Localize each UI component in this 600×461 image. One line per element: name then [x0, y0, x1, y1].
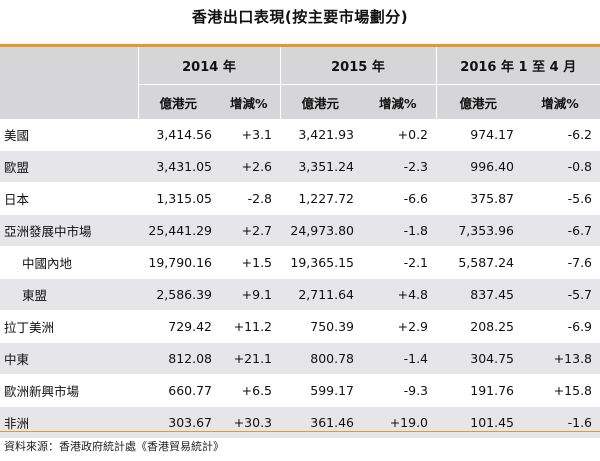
change-2015: +2.9: [360, 310, 436, 343]
market-name: 美國: [0, 119, 138, 151]
change-2014: +30.3: [218, 406, 280, 439]
change-2016: -5.7: [520, 278, 600, 311]
change-2014: +6.5: [218, 374, 280, 407]
sub-header-row: 億港元 增減% 億港元 增減% 億港元 增減%: [0, 84, 600, 119]
table-row: 非洲 303.67 +30.3 361.46 +19.0 101.45 -1.6: [0, 406, 600, 439]
change-2014: +9.1: [218, 278, 280, 311]
value-2015: 361.46: [280, 406, 360, 439]
value-2015: 800.78: [280, 342, 360, 375]
value-2016: 837.45: [436, 278, 520, 311]
year-header-2015: 2015 年: [279, 47, 436, 85]
top-accent-line: [0, 44, 600, 47]
table-row: 拉丁美洲 729.42 +11.2 750.39 +2.9 208.25 -6.9: [0, 310, 600, 343]
market-name: 非洲: [0, 406, 138, 439]
value-2016: 191.76: [436, 374, 520, 407]
change-2016: -6.9: [520, 310, 600, 343]
value-2014: 3,431.05: [138, 150, 218, 183]
market-name: 亞洲發展中市場: [0, 214, 138, 247]
value-2015: 3,351.24: [280, 150, 360, 183]
subheader-change-2016: 增減%: [520, 84, 600, 119]
change-2014: +3.1: [218, 119, 280, 151]
table-row: 東盟 2,586.39 +9.1 2,711.64 +4.8 837.45 -5.7: [0, 278, 600, 311]
market-name: 東盟: [0, 278, 138, 311]
change-2014: +11.2: [218, 310, 280, 343]
change-2014: +21.1: [218, 342, 280, 375]
subheader-value-2016: 億港元: [435, 84, 520, 119]
change-2015: -1.8: [360, 214, 436, 247]
value-2016: 375.87: [436, 182, 520, 215]
table-row: 中國內地 19,790.16 +1.5 19,365.15 -2.1 5,587.24 -7…: [0, 246, 600, 279]
year-header-2014: 2014 年: [137, 47, 280, 85]
value-2014: 660.77: [138, 374, 218, 407]
table-row: 中東 812.08 +21.1 800.78 -1.4 304.75 +13.8: [0, 342, 600, 375]
subheader-change-2015: 增減%: [360, 84, 436, 119]
value-2015: 19,365.15: [280, 246, 360, 279]
value-2014: 2,586.39: [138, 278, 218, 311]
change-2015: -2.3: [360, 150, 436, 183]
change-2014: +2.7: [218, 214, 280, 247]
market-name: 中東: [0, 342, 138, 375]
change-2015: -6.6: [360, 182, 436, 215]
change-2015: -9.3: [360, 374, 436, 407]
table-row: 亞洲發展中市場 25,441.29 +2.7 24,973.80 -1.8 7,353.9…: [0, 214, 600, 247]
change-2016: -5.6: [520, 182, 600, 215]
change-2015: -2.1: [360, 246, 436, 279]
value-2014: 812.08: [138, 342, 218, 375]
change-2014: +1.5: [218, 246, 280, 279]
table-body: 美國 3,414.56 +3.1 3,421.93 +0.2 974.17 -6.2 歐盟 3,…: [0, 119, 600, 439]
export-table: 2014 年 2015 年 2016 年 1 至 4 月 億港元 增減% 億港元…: [0, 47, 600, 439]
value-2015: 24,973.80: [280, 214, 360, 247]
change-2016: -1.6: [520, 406, 600, 439]
value-2014: 729.42: [138, 310, 218, 343]
table-title: 香港出口表現(按主要市場劃分): [191, 8, 409, 26]
change-2016: +15.8: [520, 374, 600, 407]
year-header-row: 2014 年 2015 年 2016 年 1 至 4 月: [0, 47, 600, 85]
value-2014: 303.67: [138, 406, 218, 439]
subheader-value-2014: 億港元: [137, 84, 218, 119]
value-2016: 208.25: [436, 310, 520, 343]
change-2015: -1.4: [360, 342, 436, 375]
change-2015: +0.2: [360, 119, 436, 151]
value-2016: 101.45: [436, 406, 520, 439]
market-subheader-blank: [0, 84, 138, 119]
change-2016: -6.7: [520, 214, 600, 247]
market-name: 拉丁美洲: [0, 310, 138, 343]
table-row: 美國 3,414.56 +3.1 3,421.93 +0.2 974.17 -6.2: [0, 119, 600, 151]
change-2015: +19.0: [360, 406, 436, 439]
value-2015: 3,421.93: [280, 119, 360, 151]
year-header-2016: 2016 年 1 至 4 月: [435, 47, 600, 85]
market-name: 歐盟: [0, 150, 138, 183]
market-header-blank: [0, 47, 138, 85]
subheader-change-2014: 增減%: [218, 84, 280, 119]
change-2014: +2.6: [218, 150, 280, 183]
table-row: 歐洲新興市場 660.77 +6.5 599.17 -9.3 191.76 +15.8: [0, 374, 600, 407]
subheader-value-2015: 億港元: [279, 84, 360, 119]
bottom-accent-line: [0, 431, 600, 432]
change-2016: -7.6: [520, 246, 600, 279]
value-2016: 5,587.24: [436, 246, 520, 279]
value-2015: 2,711.64: [280, 278, 360, 311]
change-2016: +13.8: [520, 342, 600, 375]
change-2014: -2.8: [218, 182, 280, 215]
value-2016: 996.40: [436, 150, 520, 183]
market-name: 日本: [0, 182, 138, 215]
value-2015: 1,227.72: [280, 182, 360, 215]
source-note: 資料來源：香港政府統計處《香港貿易統計》: [4, 440, 224, 453]
value-2016: 7,353.96: [436, 214, 520, 247]
value-2014: 3,414.56: [138, 119, 218, 151]
change-2015: +4.8: [360, 278, 436, 311]
value-2014: 1,315.05: [138, 182, 218, 215]
table-row: 歐盟 3,431.05 +2.6 3,351.24 -2.3 996.40 -0.8: [0, 150, 600, 183]
change-2016: -0.8: [520, 150, 600, 183]
value-2016: 304.75: [436, 342, 520, 375]
table-row: 日本 1,315.05 -2.8 1,227.72 -6.6 375.87 -5.6: [0, 182, 600, 215]
value-2014: 25,441.29: [138, 214, 218, 247]
value-2014: 19,790.16: [138, 246, 218, 279]
change-2016: -6.2: [520, 119, 600, 151]
value-2015: 599.17: [280, 374, 360, 407]
market-name: 歐洲新興市場: [0, 374, 138, 407]
value-2015: 750.39: [280, 310, 360, 343]
market-name: 中國內地: [0, 246, 138, 279]
value-2016: 974.17: [436, 119, 520, 151]
